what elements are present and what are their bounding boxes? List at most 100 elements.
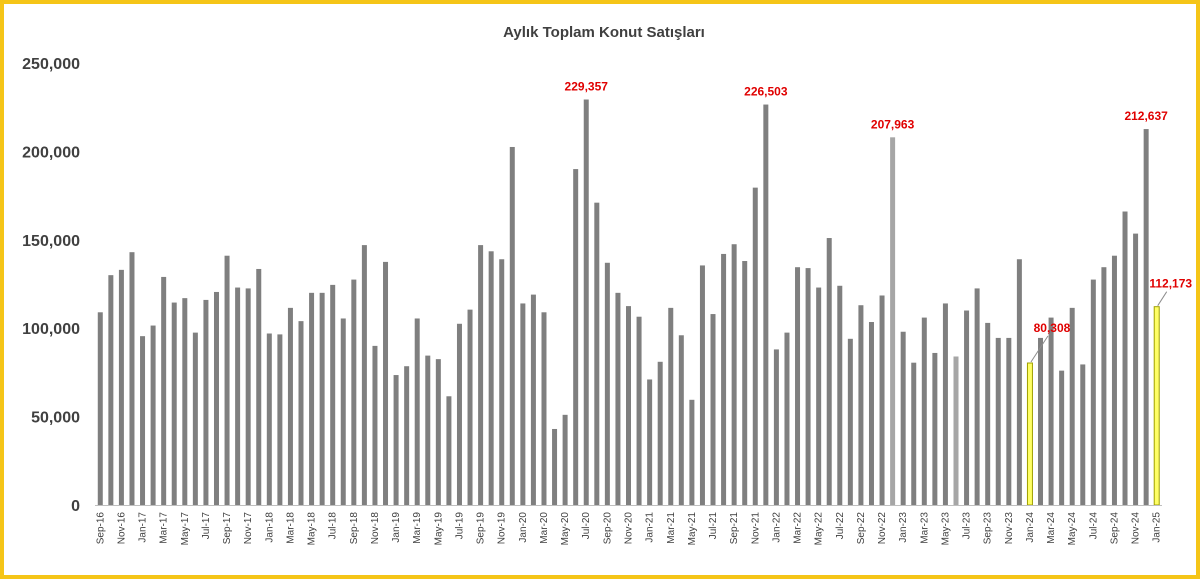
bar [478,245,484,505]
bar [953,356,959,505]
y-tick-label: 0 [71,498,80,515]
bar [488,251,494,505]
bar [414,318,420,505]
y-tick-label: 150,000 [22,233,80,250]
x-tick-label: May-20 [560,512,571,546]
x-tick-label: Sep-20 [602,512,613,545]
bar-chart: 0 50,000 100,000 150,000 200,000 250,000 Sep-… [22,56,1192,546]
bar [636,316,642,505]
bar [499,259,505,505]
x-tick-label: Nov-20 [624,512,635,545]
x-tick-label: Jul-18 [328,512,339,540]
x-tick-label: Mar-24 [1046,512,1057,544]
bar [1111,255,1117,505]
bar [900,331,906,505]
x-tick-label: Nov-18 [370,512,381,545]
x-tick-label: May-21 [687,512,698,546]
bar [562,414,568,505]
x-tick-label: Jul-20 [581,512,592,540]
bar [1038,337,1044,505]
data-label: 229,357 [565,79,609,93]
x-tick-label: Nov-24 [1131,512,1142,545]
bar [879,295,885,505]
bar [1133,233,1139,506]
x-tick-label: Sep-18 [349,512,360,545]
bar [942,303,948,505]
x-tick-label: Mar-17 [159,512,170,544]
bar [129,252,135,505]
bar [668,307,674,505]
bar [826,238,832,505]
bar [847,338,853,505]
bar [647,379,653,505]
bar [657,361,663,505]
bar [171,302,177,505]
data-label: 207,963 [871,117,915,131]
x-tick-label: Mar-19 [412,512,423,544]
bar [530,294,536,505]
bar [1143,129,1149,505]
bar [456,323,462,505]
x-tick-label: Mar-22 [793,512,804,544]
x-tick-label: Jan-21 [645,512,656,543]
bar [150,325,156,505]
bar [763,104,769,505]
x-tick-label: Mar-21 [666,512,677,544]
bar [192,332,198,505]
bar [773,349,779,505]
bar [161,276,167,505]
bar [721,253,727,505]
bar [108,275,114,505]
x-tick-label: May-19 [433,512,444,546]
bar [520,303,526,505]
x-tick-label: May-17 [180,512,191,546]
bar [837,285,843,505]
bar [425,355,431,505]
bar [351,279,357,505]
bar [1122,211,1128,505]
x-tick-label: Nov-23 [1004,512,1015,545]
x-tick-label: Jan-19 [391,512,402,543]
bar [974,288,980,505]
x-tick-label: Jan-25 [1152,512,1163,543]
y-axis: 0 50,000 100,000 150,000 200,000 250,000 [22,56,80,515]
bar [784,332,790,505]
x-tick-label: Sep-17 [222,512,233,545]
data-label: 112,173 [1149,277,1192,291]
bar [340,318,346,505]
bar [393,375,399,505]
bar [266,333,272,505]
y-tick-label: 50,000 [31,410,80,427]
bar [742,261,748,505]
bars [97,99,1160,506]
y-tick-label: 250,000 [22,56,80,73]
bar [277,334,283,505]
bar [435,359,441,505]
bar [552,428,558,505]
x-tick-label: May-22 [814,512,825,546]
bar [256,268,262,505]
y-tick-label: 200,000 [22,144,80,161]
x-tick-label: Sep-24 [1109,512,1120,545]
bar [583,99,589,505]
x-tick-label: Sep-19 [476,512,487,545]
bar [921,317,927,505]
bar [1026,362,1033,506]
bar [795,267,801,505]
bar [868,322,874,505]
x-tick-label: Jul-24 [1088,512,1099,540]
y-tick-label: 100,000 [22,321,80,338]
bar [298,321,304,505]
x-tick-label: Jan-20 [518,512,529,543]
bar [995,337,1001,505]
bar [182,298,188,505]
bar [752,187,758,505]
x-tick-label: Nov-19 [497,512,508,545]
x-axis: Sep-16 Nov-16 Jan-17 Mar-17 May-17 Jul-17 Sep-… [95,505,1163,546]
bar [309,292,315,505]
bar [911,362,917,505]
data-label: 226,503 [744,85,788,99]
bar [1006,337,1012,505]
bar [932,352,938,505]
